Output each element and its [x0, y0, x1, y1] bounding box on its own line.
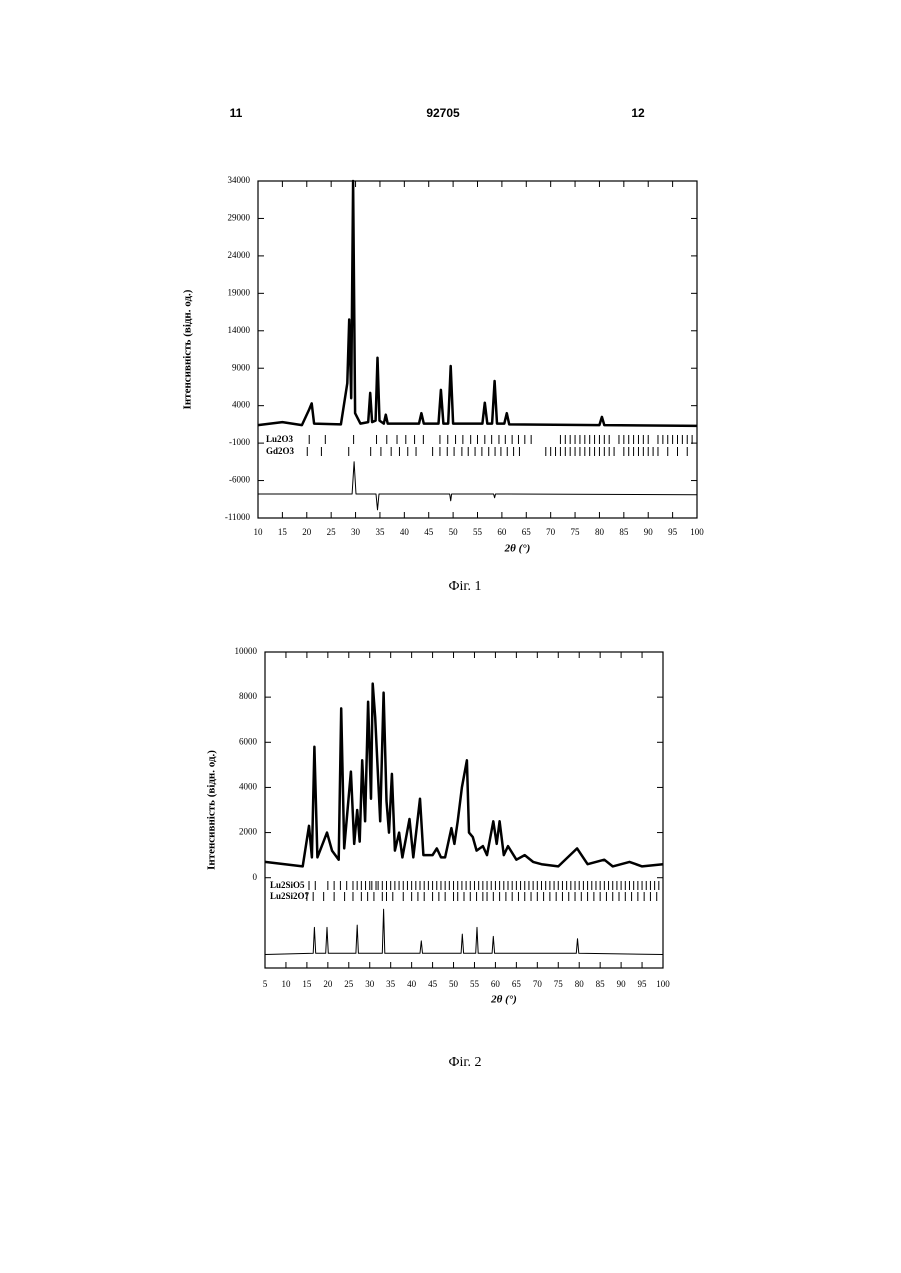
y-tick-label: 34000 — [228, 175, 251, 185]
y-tick-label: -6000 — [229, 475, 250, 485]
page: {"header": {"left": "11", "center": "927… — [0, 0, 901, 1273]
x-tick-label: 35 — [386, 979, 396, 989]
y-tick-label: 8000 — [239, 691, 258, 701]
pattern-line — [258, 462, 697, 510]
x-tick-label: 55 — [473, 527, 483, 537]
x-tick-label: 30 — [351, 527, 361, 537]
x-tick-label: 95 — [638, 979, 648, 989]
figure-caption: Фіг. 1 — [448, 579, 481, 594]
x-tick-label: 65 — [522, 527, 532, 537]
y-tick-label: 14000 — [228, 325, 251, 335]
x-tick-label: 60 — [491, 979, 501, 989]
figure-caption: Фіг. 2 — [448, 1055, 481, 1070]
x-tick-label: 85 — [619, 527, 629, 537]
x-tick-label: 15 — [302, 979, 312, 989]
x-tick-label: 70 — [546, 527, 556, 537]
x-tick-label: 85 — [596, 979, 606, 989]
x-tick-label: 45 — [428, 979, 438, 989]
page-number-right: 12 — [631, 106, 645, 120]
x-tick-label: 10 — [281, 979, 291, 989]
patent-number: 92705 — [426, 106, 460, 120]
x-tick-label: 75 — [554, 979, 564, 989]
x-tick-label: 30 — [365, 979, 375, 989]
plot-frame — [258, 181, 697, 518]
x-tick-label: 100 — [690, 527, 704, 537]
x-tick-label: 20 — [323, 979, 333, 989]
x-tick-label: 70 — [533, 979, 543, 989]
x-tick-label: 100 — [656, 979, 670, 989]
x-tick-label: 60 — [497, 527, 507, 537]
y-tick-label: 4000 — [232, 400, 251, 410]
y-tick-label: 6000 — [239, 736, 258, 746]
y-axis-title: Інтенсивність (відн. од.) — [206, 750, 218, 870]
x-tick-label: 75 — [571, 527, 581, 537]
x-tick-label: 80 — [595, 527, 605, 537]
plot-frame — [265, 652, 663, 968]
y-tick-label: 4000 — [239, 781, 258, 791]
y-axis-title: Інтенсивність (відн. од.) — [182, 289, 194, 409]
phase-label: Lu2Si2O7 — [270, 891, 310, 901]
x-tick-label: 35 — [375, 527, 385, 537]
y-tick-label: 9000 — [232, 362, 251, 372]
x-tick-label: 20 — [302, 527, 312, 537]
x-tick-label: 25 — [344, 979, 354, 989]
x-tick-label: 40 — [407, 979, 417, 989]
y-tick-label: 2000 — [239, 827, 258, 837]
x-axis-title: 2θ (°) — [490, 994, 517, 1006]
pattern-line — [258, 181, 697, 426]
y-tick-label: 19000 — [228, 287, 251, 297]
y-tick-label: -11000 — [225, 512, 251, 522]
y-tick-label: -1000 — [229, 437, 250, 447]
x-tick-label: 10 — [254, 527, 264, 537]
x-tick-label: 50 — [449, 979, 459, 989]
x-tick-label: 65 — [512, 979, 522, 989]
phase-label: Lu2SiO5 — [270, 880, 305, 890]
y-tick-label: 0 — [253, 872, 258, 882]
phase-label: Gd2O3 — [266, 446, 295, 456]
y-tick-label: 24000 — [228, 250, 251, 260]
x-tick-label: 5 — [263, 979, 268, 989]
x-tick-label: 40 — [400, 527, 410, 537]
y-tick-label: 10000 — [235, 646, 258, 656]
x-tick-label: 45 — [424, 527, 434, 537]
pattern-line — [265, 909, 663, 954]
x-tick-label: 25 — [327, 527, 337, 537]
x-tick-label: 95 — [668, 527, 678, 537]
x-tick-label: 80 — [575, 979, 585, 989]
pattern-line — [265, 684, 663, 867]
x-tick-label: 50 — [449, 527, 459, 537]
page-number-left: 11 — [230, 106, 243, 120]
y-tick-label: 29000 — [228, 213, 251, 223]
x-axis-title: 2θ (°) — [504, 543, 531, 555]
x-tick-label: 90 — [644, 527, 654, 537]
x-tick-label: 90 — [617, 979, 627, 989]
x-tick-label: 55 — [470, 979, 480, 989]
phase-label: Lu2O3 — [266, 434, 294, 444]
page-canvas: 11 92705 12 -11000 -6000 -1000 4000 9000 1400… — [0, 0, 901, 1273]
x-tick-label: 15 — [278, 527, 288, 537]
